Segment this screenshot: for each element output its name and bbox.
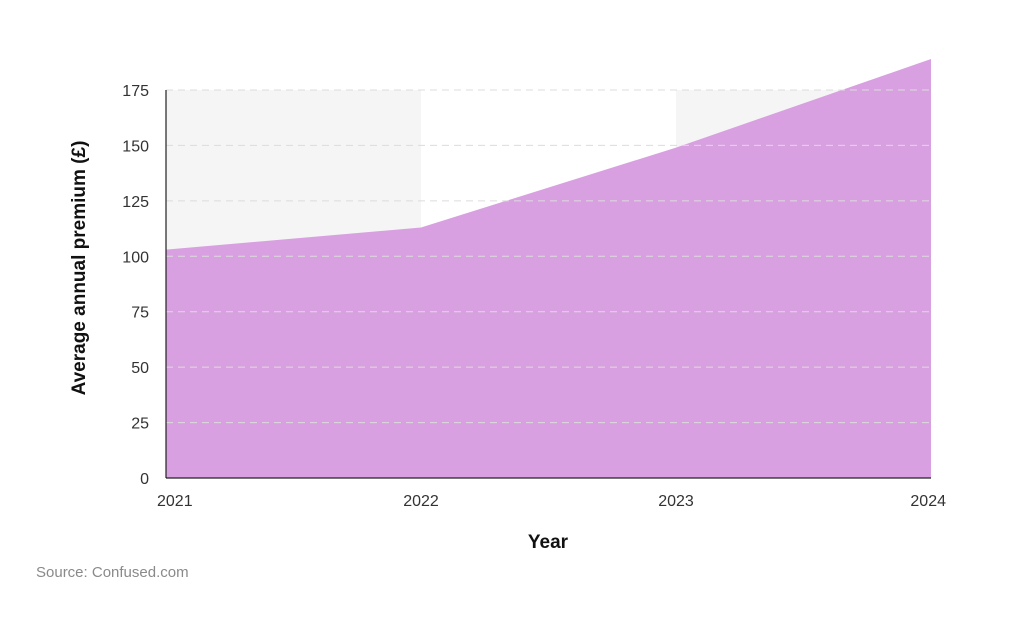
gridlines xyxy=(166,89,931,424)
y-axis-title: Average annual premium (£) xyxy=(69,141,90,396)
y-tick-label: 75 xyxy=(131,305,149,322)
y-tick-label: 125 xyxy=(122,194,149,211)
y-tick-label: 150 xyxy=(122,138,149,155)
x-axis-ticks: 2021 2022 2023 2024 xyxy=(157,493,946,510)
series-area xyxy=(166,58,931,479)
x-tick-label: 2024 xyxy=(910,493,946,510)
x-tick-label: 2023 xyxy=(658,493,694,510)
x-axis-title: Year xyxy=(528,532,569,553)
x-tick-label: 2022 xyxy=(403,493,439,510)
y-tick-label: 50 xyxy=(131,360,149,377)
source-note: Source: Confused.com xyxy=(36,564,189,581)
area-layer xyxy=(166,58,931,479)
y-tick-label: 0 xyxy=(140,471,149,488)
y-tick-label: 25 xyxy=(131,416,149,433)
x-tick-label: 2021 xyxy=(157,493,193,510)
y-tick-label: 175 xyxy=(122,83,149,100)
y-axis-ticks: 0 25 50 75 100 125 150 175 xyxy=(122,83,149,488)
y-tick-label: 100 xyxy=(122,249,149,266)
